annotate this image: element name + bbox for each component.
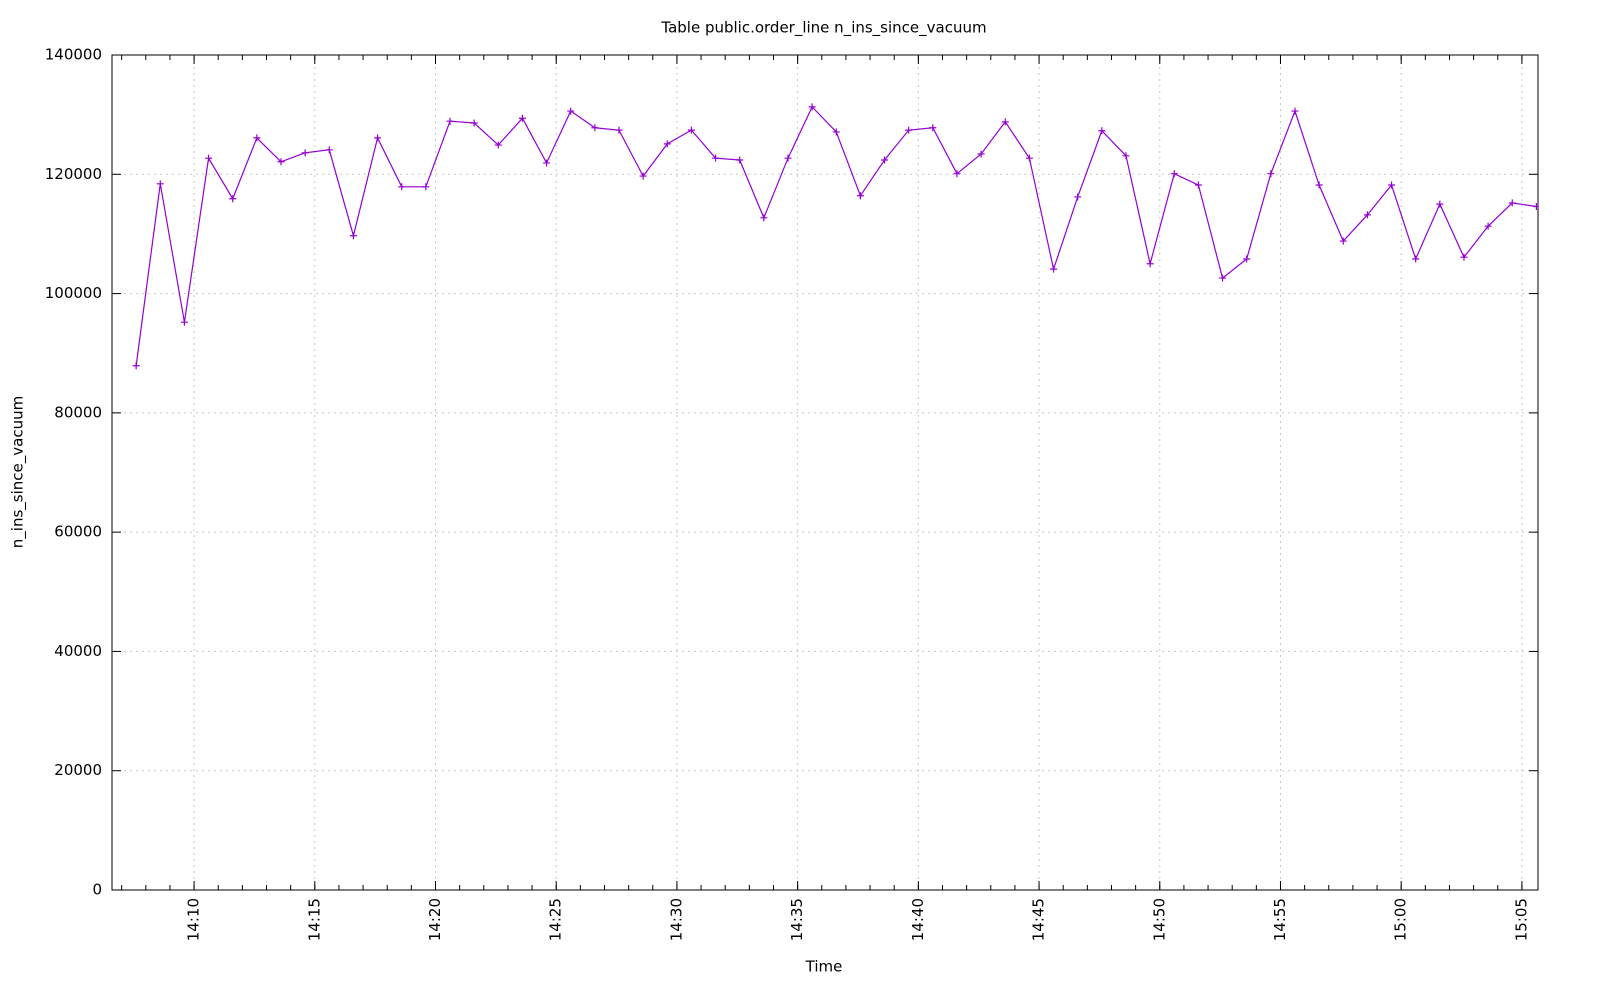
x-tick-label: 15:00 (1392, 898, 1410, 941)
marker (470, 119, 478, 127)
marker (1363, 211, 1371, 219)
x-tick-label: 14:45 (1030, 898, 1048, 941)
x-tick-label: 14:40 (909, 898, 927, 941)
marker (374, 134, 382, 142)
marker (687, 126, 695, 134)
x-tick-label: 14:20 (426, 898, 444, 941)
x-axis-label: Time (805, 958, 843, 976)
marker (518, 114, 526, 122)
marker (1388, 181, 1396, 189)
y-tick-label: 20000 (54, 761, 102, 779)
marker (1412, 255, 1420, 263)
marker (760, 214, 768, 222)
x-tick-label: 14:55 (1271, 898, 1289, 941)
marker (180, 318, 188, 326)
x-tick-label: 14:15 (305, 898, 323, 941)
y-tick-label: 40000 (54, 642, 102, 660)
marker (953, 170, 961, 178)
marker (1146, 260, 1154, 268)
marker (808, 103, 816, 111)
marker (1436, 200, 1444, 208)
marker (277, 158, 285, 166)
marker (567, 107, 575, 115)
y-tick-label: 140000 (45, 46, 102, 64)
marker (1122, 152, 1130, 160)
plot-area (132, 103, 1538, 370)
marker (1484, 222, 1492, 230)
marker (1315, 181, 1323, 189)
marker (422, 183, 430, 191)
marker (832, 128, 840, 136)
marker (1219, 274, 1227, 282)
y-tick-label: 120000 (45, 165, 102, 183)
y-axis-label: n_ins_since_vacuum (9, 396, 28, 548)
plot-frame (111, 54, 1539, 891)
marker (881, 156, 889, 164)
marker (229, 195, 237, 203)
marker (1267, 170, 1275, 178)
marker (1194, 181, 1202, 189)
marker (905, 126, 913, 134)
marker (156, 180, 164, 188)
marker (325, 146, 333, 154)
marker (205, 154, 213, 162)
marker (639, 172, 647, 180)
marker (712, 154, 720, 162)
marker (615, 126, 623, 134)
marker (977, 150, 985, 158)
marker (1243, 255, 1251, 263)
marker (494, 141, 502, 149)
marker (132, 362, 140, 370)
marker (929, 124, 937, 132)
y-tick-label: 0 (92, 881, 102, 899)
x-tick-label: 14:50 (1150, 898, 1168, 941)
y-tick-label: 80000 (54, 403, 102, 421)
marker (663, 140, 671, 148)
marker (1508, 199, 1516, 207)
marker (543, 159, 551, 167)
x-tick-label: 14:25 (547, 898, 565, 941)
marker (784, 154, 792, 162)
chart-title: Table public.order_line n_ins_since_vacu… (660, 19, 986, 38)
x-tick-label: 15:05 (1512, 898, 1530, 941)
marker (398, 183, 406, 191)
marker (1532, 202, 1538, 210)
marker (736, 156, 744, 164)
marker (1291, 107, 1299, 115)
y-tick-label: 60000 (54, 523, 102, 541)
marker (1001, 118, 1009, 126)
x-tick-label: 14:35 (788, 898, 806, 941)
marker (856, 192, 864, 200)
marker (1098, 127, 1106, 135)
marker (253, 134, 261, 142)
marker (349, 232, 357, 240)
marker (1074, 193, 1082, 201)
marker (1025, 154, 1033, 162)
marker (1460, 253, 1468, 261)
y-tick-label: 100000 (45, 284, 102, 302)
line (135, 105, 1537, 366)
marker (446, 117, 454, 125)
x-tick-label: 14:30 (667, 898, 685, 941)
marker (301, 149, 309, 157)
marker (591, 124, 599, 132)
marker (1170, 170, 1178, 178)
marker (1339, 237, 1347, 245)
x-tick-label: 14:10 (185, 898, 203, 941)
marker (1050, 265, 1058, 273)
